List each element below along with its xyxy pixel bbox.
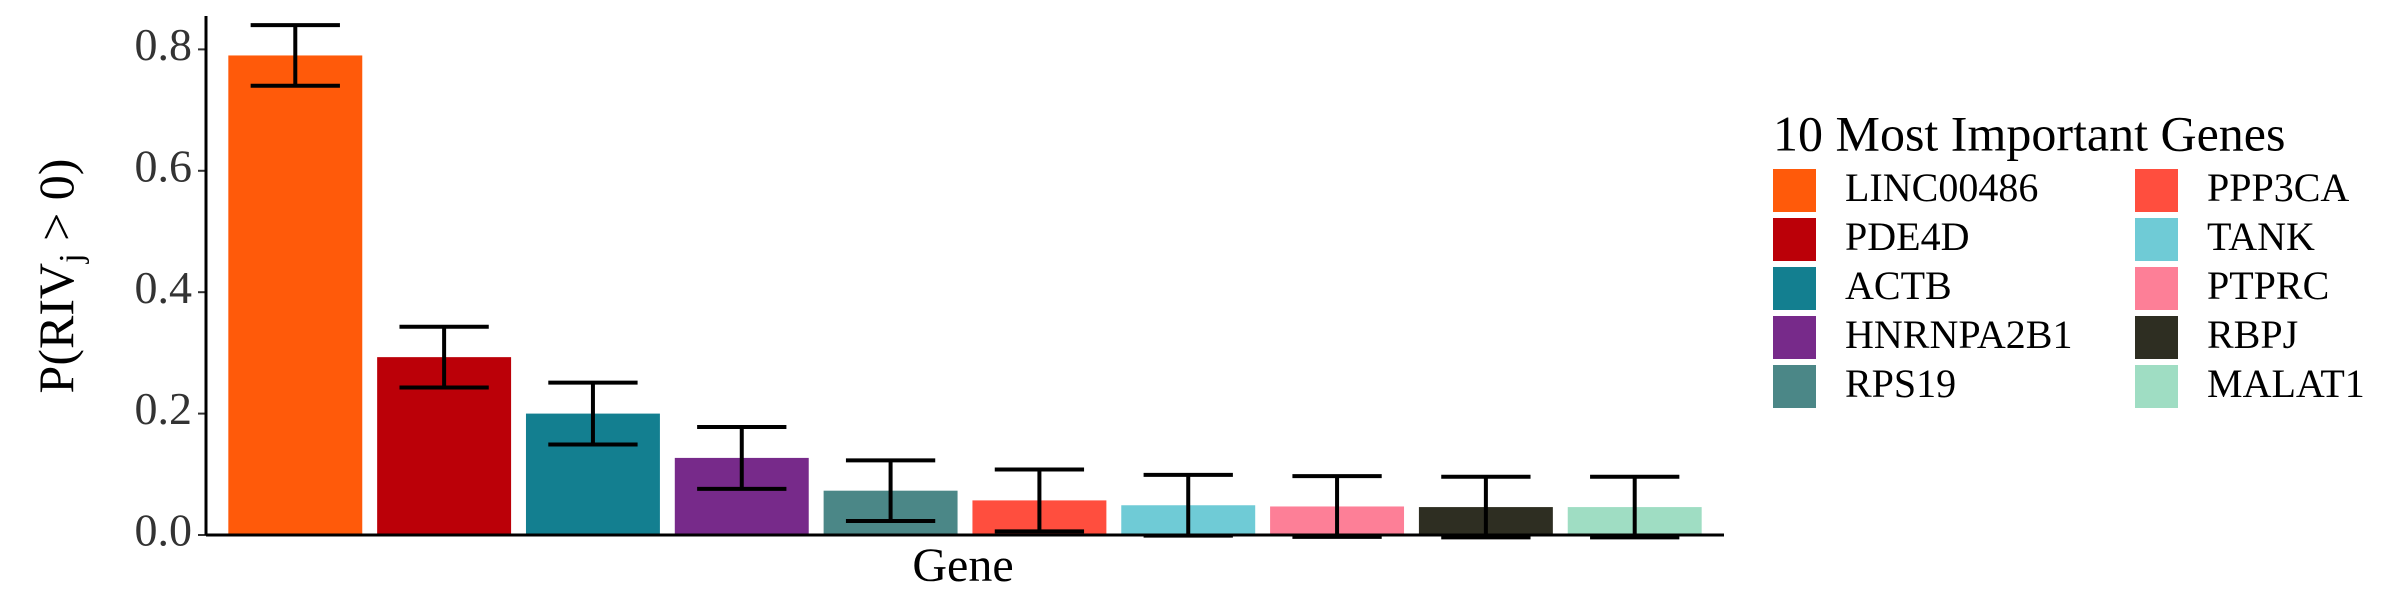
y-label-rest: > 0) [28, 159, 84, 254]
legend-key [2135, 365, 2178, 408]
legend-label: PTPRC [2207, 263, 2329, 308]
legend-label: LINC00486 [1845, 165, 2038, 210]
legend-label: PPP3CA [2207, 165, 2349, 210]
bar [228, 55, 363, 535]
legend-key [2135, 169, 2178, 212]
legend-key [2135, 316, 2178, 359]
error-bar [845, 458, 936, 524]
error-bar [548, 380, 638, 447]
legend-key [1773, 169, 1816, 212]
x-axis-label: Gene [912, 539, 1013, 592]
error-bar [399, 324, 489, 390]
y-tick-label: 0.8 [135, 19, 193, 70]
y-tick-label: 0.0 [135, 505, 193, 556]
error-bar [1590, 474, 1680, 540]
legend-label: MALAT1 [2207, 361, 2365, 406]
y-tick-label: 0.2 [135, 383, 193, 434]
y-label-main: P(RIV [28, 263, 84, 394]
error-bar [1292, 474, 1382, 539]
legend-key [2135, 267, 2178, 310]
legend-key [1773, 316, 1816, 359]
legend-title: 10 Most Important Genes [1773, 105, 2285, 161]
legend-label: ACTB [1845, 263, 1952, 308]
error-bar [250, 23, 340, 88]
legend-key [2135, 218, 2178, 261]
y-tick-label: 0.4 [135, 262, 193, 313]
y-axis-label: P(RIVj > 0) [28, 159, 89, 394]
legend-key [1773, 218, 1816, 261]
legend-label: HNRNPA2B1 [1845, 312, 2072, 357]
legend-label: RPS19 [1845, 361, 1956, 406]
legend-label: PDE4D [1845, 214, 1969, 259]
legend-label: RBPJ [2207, 312, 2298, 357]
y-tick-label: 0.6 [135, 140, 193, 191]
legend-key [1773, 365, 1816, 408]
legend-label: TANK [2207, 214, 2315, 259]
legend-key [1773, 267, 1816, 310]
y-label-sub: j [53, 253, 90, 263]
error-bar [994, 467, 1085, 534]
error-bar [1441, 474, 1531, 540]
error-bar [697, 424, 787, 491]
